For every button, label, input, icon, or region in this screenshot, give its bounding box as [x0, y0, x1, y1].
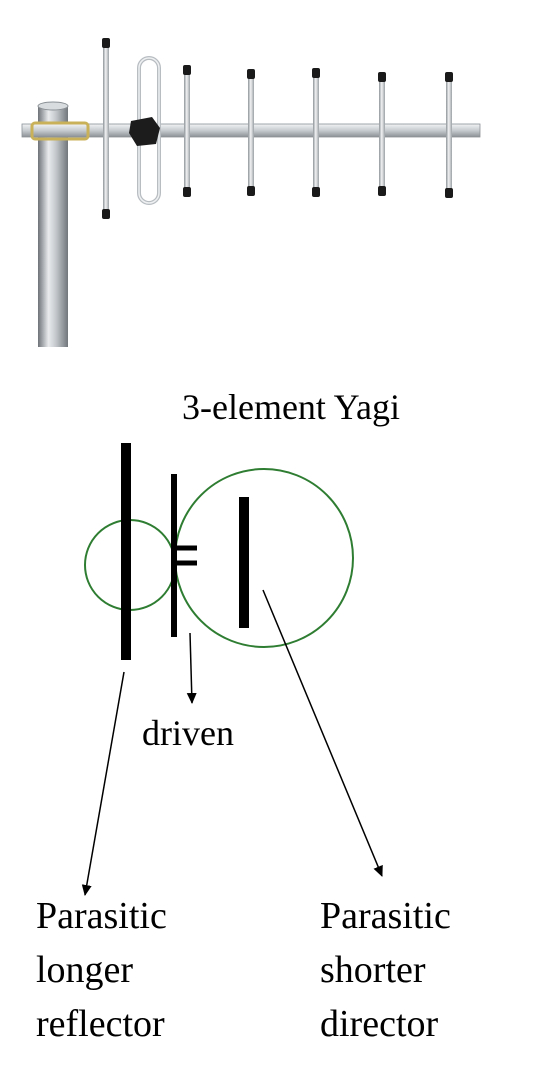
- director-cap: [247, 186, 255, 196]
- director-cap: [183, 65, 191, 75]
- director-label: Parasitic shorter director: [320, 893, 451, 1055]
- diagram-title: 3-element Yagi: [182, 387, 400, 427]
- feed-block: [129, 117, 160, 146]
- reflector-label-line-1: Parasitic: [36, 895, 167, 937]
- director-cap: [445, 72, 453, 82]
- antenna-photo: [21, 38, 481, 347]
- director-cap: [312, 187, 320, 197]
- mast: [38, 105, 68, 347]
- director-cap: [183, 187, 191, 197]
- director-rod-1: [184, 67, 190, 195]
- mast-top: [37, 101, 69, 111]
- driven-label: driven: [142, 713, 234, 753]
- reflector-label-line-3: reflector: [36, 1003, 165, 1045]
- reflector-cap-bottom: [102, 209, 110, 219]
- director-arrow: [262, 589, 383, 877]
- reflector-label-line-2: longer: [36, 949, 134, 991]
- director-rod-2: [248, 71, 254, 194]
- director-rod-4: [379, 74, 385, 194]
- director-rod-5: [446, 74, 452, 196]
- director-label-line-3: director: [320, 1003, 439, 1045]
- director-cap: [378, 186, 386, 196]
- director-rod-3: [313, 70, 319, 195]
- reflector-rod: [103, 40, 109, 216]
- director-label-line-1: Parasitic: [320, 895, 451, 937]
- reflector-cap-top: [102, 38, 110, 48]
- directors: [183, 65, 453, 198]
- driven-arrow: [186, 632, 197, 704]
- director-cap: [445, 188, 453, 198]
- mast-clamp: [30, 121, 90, 141]
- director-label-line-2: shorter: [320, 949, 426, 991]
- reflector-label: Parasitic longer reflector: [36, 893, 167, 1055]
- director-field-circle: [174, 468, 354, 648]
- director-cap: [247, 69, 255, 79]
- director-cap: [378, 72, 386, 82]
- director-cap: [312, 68, 320, 78]
- reflector-arrow: [81, 671, 125, 896]
